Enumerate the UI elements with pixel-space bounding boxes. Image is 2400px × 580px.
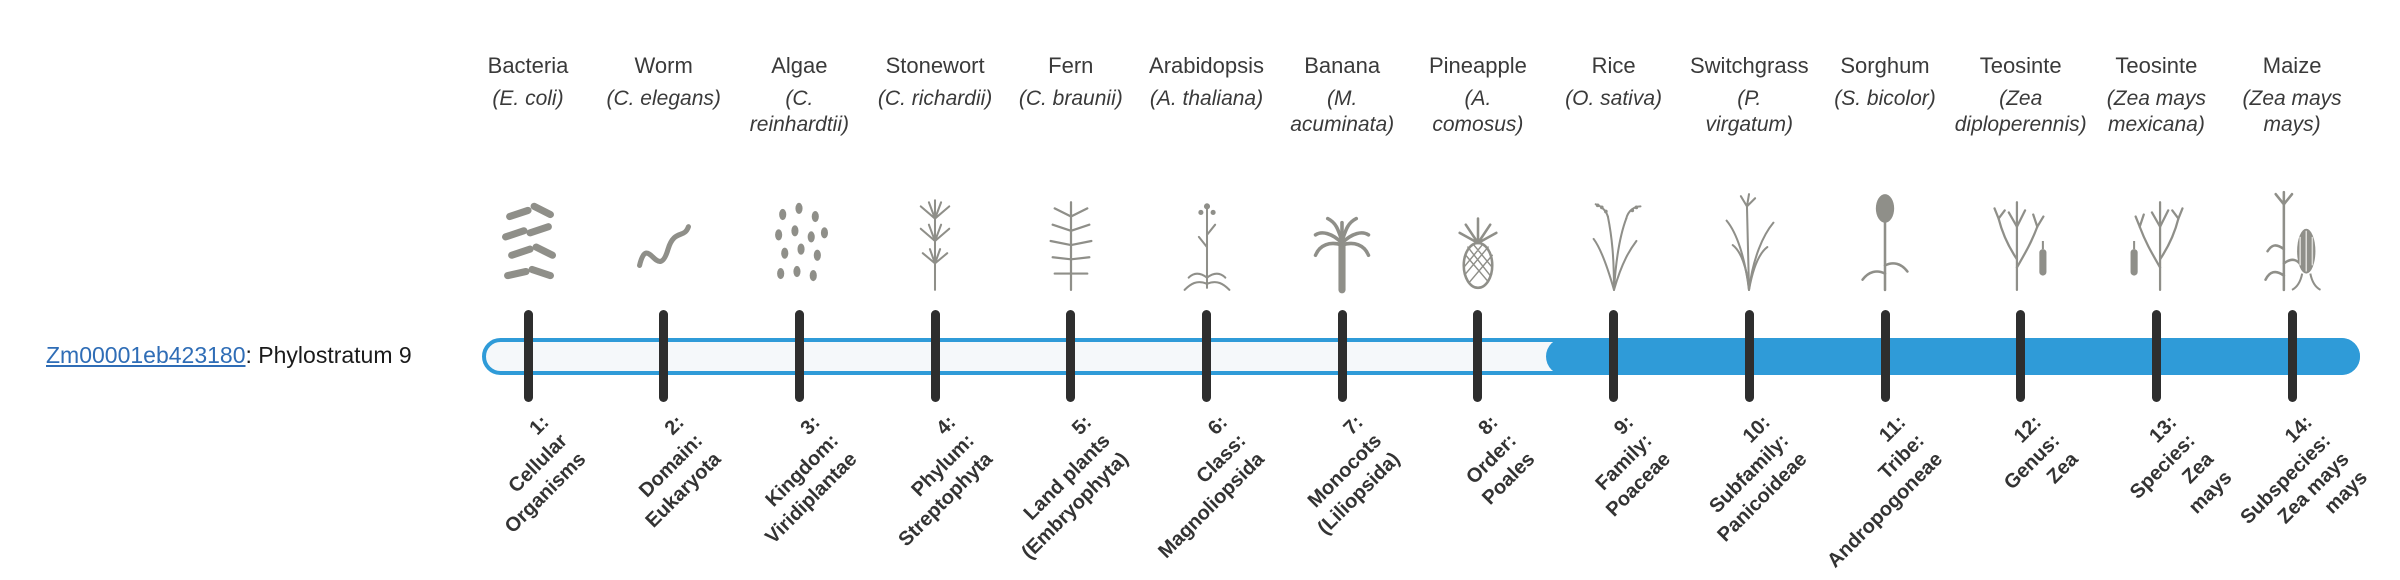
organism-name: Stonewort	[885, 53, 985, 78]
organism-name: Fern	[1048, 53, 1094, 78]
organism-scientific-name: (E. coli)	[492, 86, 564, 110]
organism-name: Banana	[1304, 53, 1381, 78]
organism-name: Teosinte	[2115, 53, 2198, 78]
organism-scientific-name: (C. richardii)	[877, 86, 993, 110]
stratum-tick	[1066, 310, 1076, 402]
organism-name: Maize	[2262, 53, 2322, 78]
teosinte-icon	[1956, 180, 2086, 298]
worm-icon	[599, 180, 729, 298]
organism-scientific-name: (C. elegans)	[606, 86, 721, 110]
stratum-axis-label: 11: Tribe: Andropogoneae	[1822, 411, 1947, 573]
organism-name: Switchgrass	[1690, 53, 1809, 78]
stratum-axis-label: 14: Subspecies: Zea mays mays	[2236, 411, 2373, 529]
stratum-axis-label: 6: Class: Magnoliopsida	[1153, 411, 1269, 563]
organism-scientific-name: (A. comosus)	[1432, 86, 1524, 137]
organism-name: Pineapple	[1428, 53, 1527, 78]
stratum-axis-label: 7: Monocots (Liliopsida)	[1303, 411, 1404, 540]
organism-scientific-name: (Zea mays mexicana)	[2106, 86, 2206, 137]
organism-scientific-name: (C. reinhardtii)	[749, 86, 849, 137]
organism-scientific-name: (P. virgatum)	[1705, 86, 1794, 137]
stratum-column: Bacteria (E. coli)	[440, 52, 616, 298]
stratum-tick	[523, 310, 533, 402]
organism-name: Arabidopsis	[1149, 53, 1264, 78]
phylostratum-text: : Phylostratum 9	[245, 342, 412, 368]
stonewort-icon	[870, 180, 1000, 298]
gene-label: Zm00001eb423180: Phylostratum 9	[46, 342, 412, 369]
stratum-axis-label: 4: Phylum: Streptophyta	[894, 411, 997, 551]
stratum-axis-label: 13: Species: Zea mays	[2126, 411, 2237, 519]
stratum-axis-label: 10: Subfamily: Panicoideae	[1704, 411, 1812, 547]
stratum-column: Sorghum (S. bicolor)	[1797, 52, 1973, 298]
fern-icon	[1006, 180, 1136, 298]
stratum-column: Fern (C. braunii)	[983, 52, 1159, 298]
stratum-tick	[1473, 310, 1483, 402]
stratum-axis-label: 9: Family: Poaceae	[1591, 411, 1676, 522]
organism-name: Teosinte	[1979, 53, 2062, 78]
stratum-column: Algae (C. reinhardtii)	[711, 52, 887, 298]
stratum-axis-label: 2: Domain: Eukaryota	[634, 411, 726, 533]
stratum-column: Switchgrass (P. virgatum)	[1661, 52, 1837, 298]
organism-scientific-name: (Zea mays mays)	[2242, 86, 2342, 137]
organism-scientific-name: (A. thaliana)	[1149, 86, 1264, 110]
stratum-column: Teosinte (Zea mays mexicana)	[2068, 52, 2244, 298]
phylostrata-bar-fill	[1545, 338, 2360, 375]
organism-name: Worm	[634, 53, 693, 78]
stratum-axis-label: 5: Land plants (Embryophyta)	[1017, 411, 1133, 564]
stratum-tick	[1744, 310, 1754, 402]
stratum-tick	[1337, 310, 1347, 402]
stratum-tick	[1609, 310, 1619, 402]
bacteria-icon	[463, 180, 593, 298]
stratum-tick	[2151, 310, 2161, 402]
stratum-tick	[659, 310, 669, 402]
arabidopsis-icon	[1142, 180, 1272, 298]
stratum-tick	[2016, 310, 2026, 402]
organism-name: Rice	[1591, 53, 1636, 78]
stratum-tick	[794, 310, 804, 402]
stratum-axis-label: 12: Genus: Zea	[1999, 411, 2083, 495]
organism-name: Sorghum	[1840, 53, 1930, 78]
stratum-column: Pineapple (A. comosus)	[1390, 52, 1566, 298]
organism-scientific-name: (S. bicolor)	[1834, 86, 1936, 110]
sorghum-icon	[1820, 180, 1950, 298]
stratum-column: Stonewort (C. richardii)	[847, 52, 1023, 298]
stratum-axis-label: 8: Order: Poales	[1462, 411, 1540, 510]
stratum-column: Teosinte (Zea diploperennis)	[1933, 52, 2109, 298]
organism-name: Bacteria	[487, 53, 569, 78]
maize-icon	[2227, 180, 2357, 298]
organism-scientific-name: (O. sativa)	[1565, 86, 1663, 110]
gene-link[interactable]: Zm00001eb423180	[46, 342, 246, 368]
banana-icon	[1277, 180, 1407, 298]
algae-icon	[734, 180, 864, 298]
stratum-column: Arabidopsis (A. thaliana)	[1119, 52, 1295, 298]
pineapple-icon	[1413, 180, 1543, 298]
organism-scientific-name: (M. acuminata)	[1290, 86, 1395, 137]
stratum-column: Banana (M. acuminata)	[1254, 52, 1430, 298]
organism-scientific-name: (C. braunii)	[1018, 86, 1123, 110]
stratum-tick	[1202, 310, 1211, 402]
stratum-tick	[930, 310, 940, 402]
stratum-column: Maize (Zea mays mays)	[2204, 52, 2380, 298]
organism-name: Algae	[771, 53, 828, 78]
switchgrass-icon	[1684, 180, 1814, 298]
organism-scientific-name: (Zea diploperennis)	[1954, 86, 2087, 137]
teosinte-mexicana-icon	[2091, 180, 2221, 298]
stratum-tick	[1880, 310, 1890, 402]
stratum-column: Worm (C. elegans)	[576, 52, 752, 298]
stratum-axis-label: 1: Cellular Organisms	[500, 411, 590, 538]
rice-icon	[1549, 180, 1679, 298]
stratum-column: Rice (O. sativa)	[1526, 52, 1702, 298]
stratum-tick	[2287, 310, 2297, 402]
stratum-axis-label: 3: Kingdom: Viridiplantae	[760, 411, 862, 549]
